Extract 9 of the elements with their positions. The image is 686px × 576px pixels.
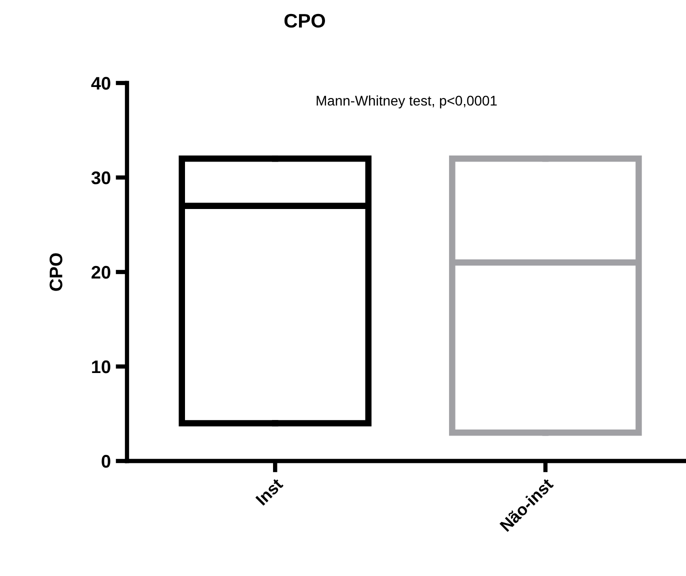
y-tick-label: 20 xyxy=(92,266,110,279)
y-tick-label: 40 xyxy=(91,76,110,90)
y-axis-title: CPO xyxy=(50,253,62,291)
chart-title: CPO xyxy=(284,14,326,28)
y-tick-label: 30 xyxy=(91,171,110,184)
annotation: Mann-Whitney test, p<0,0001 xyxy=(316,95,497,108)
y-tick-label: 0 xyxy=(102,454,110,468)
y-tick-label: 10 xyxy=(92,360,110,374)
x-tick-label: Inst xyxy=(255,478,284,506)
